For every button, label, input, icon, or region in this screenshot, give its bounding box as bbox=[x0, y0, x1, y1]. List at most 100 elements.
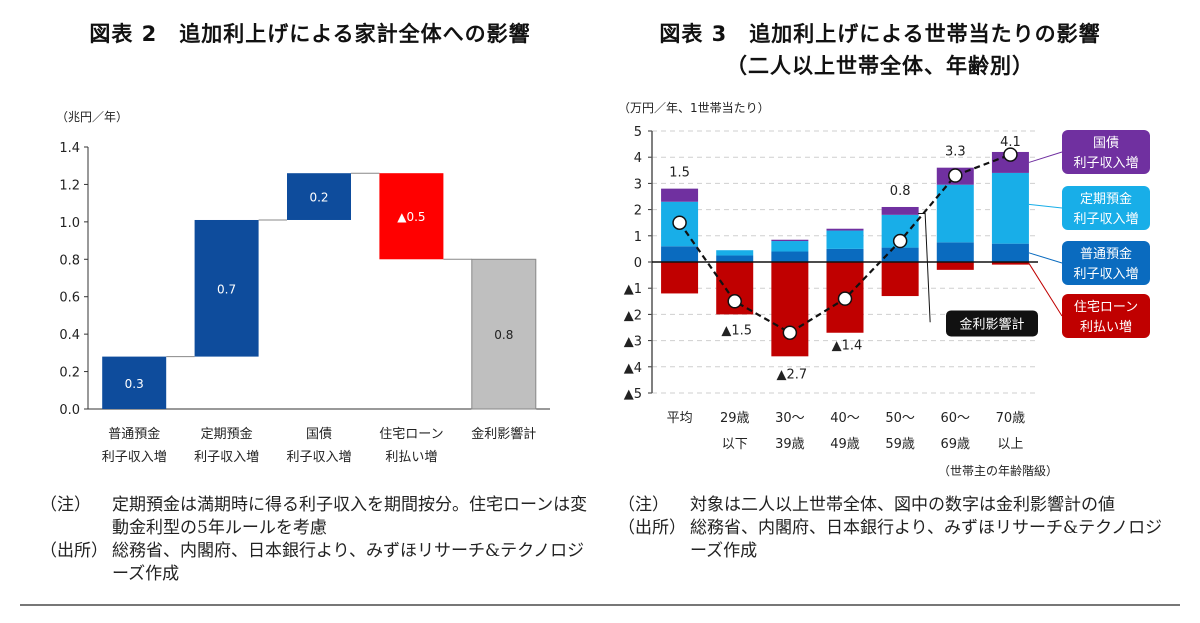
legend-box bbox=[1062, 186, 1150, 230]
x-category-label-line1: 国債 bbox=[306, 427, 332, 442]
total-impact-value-label: 1.5 bbox=[669, 166, 690, 181]
total-impact-value-label: ▲1.5 bbox=[721, 323, 752, 338]
waterfall-bar bbox=[471, 258, 537, 410]
source-label: （出所） bbox=[618, 518, 686, 538]
stacked-bar-segment-mortgage bbox=[771, 262, 809, 357]
figure3-notes: （注） 対象は二人以上世帯全体、図中の数字は金利影響計の値 （出所） 総務省、内… bbox=[618, 494, 1178, 563]
stacked-bar-segment-kokusai bbox=[991, 151, 1029, 173]
figure3-title-line1: 図表 3 追加利上げによる世帯当たりの影響 bbox=[659, 22, 1101, 46]
source-text: 総務省、内閣府、日本銀行より、みずほリサーチ&テクノロジーズ作成 bbox=[690, 518, 1163, 561]
callout-leader-line bbox=[918, 213, 931, 323]
x-category-label-line1: 50～ bbox=[885, 411, 915, 426]
figure2-notes: （注） 定期預金は満期時に得る利子収入を期間按分。住宅ローンは変動金利型の5年ル… bbox=[40, 494, 590, 586]
legend-leader-line bbox=[1028, 263, 1063, 317]
total-impact-marker bbox=[782, 325, 798, 340]
y-tick-label: 2 bbox=[634, 204, 642, 219]
x-category-label-line1: 70歳 bbox=[996, 411, 1026, 426]
figure3-title: 図表 3 追加利上げによる世帯当たりの影響 （二人以上世帯全体、年齢別） bbox=[630, 18, 1130, 82]
figure3-title-line2: （二人以上世帯全体、年齢別） bbox=[726, 54, 1034, 78]
y-tick-label: 0.4 bbox=[59, 328, 80, 343]
legend-label-line2: 利子収入増 bbox=[1073, 267, 1138, 282]
stacked-bar-segment-teiki bbox=[826, 230, 864, 249]
waterfall-bar bbox=[102, 356, 167, 409]
total-impact-marker bbox=[948, 168, 963, 183]
legend-label-line2: 利払い増 bbox=[1080, 320, 1132, 335]
y-tick-label: 1.0 bbox=[59, 216, 80, 231]
bottom-divider bbox=[20, 604, 1180, 606]
stacked-bar-segment-kokusai bbox=[661, 188, 699, 202]
y-tick-label: ▲4 bbox=[624, 361, 642, 376]
x-category-label-line1: 30～ bbox=[775, 411, 805, 426]
total-impact-marker bbox=[1003, 147, 1018, 162]
y-tick-label: 4 bbox=[634, 151, 642, 166]
x-category-label-line2: 利払い増 bbox=[385, 450, 437, 465]
source-row: （出所） 総務省、内閣府、日本銀行より、みずほリサーチ&テクノロジーズ作成 bbox=[40, 540, 590, 586]
stacked-bar-segment-kokusai bbox=[771, 239, 809, 242]
note-label: （注） bbox=[40, 495, 91, 515]
stacked-bar-segment-mortgage bbox=[881, 262, 919, 297]
note-text: 対象は二人以上世帯全体、図中の数字は金利影響計の値 bbox=[690, 495, 1115, 515]
y-tick-label: 3 bbox=[634, 177, 642, 192]
x-category-label-line2: 以上 bbox=[997, 437, 1023, 452]
note-label: （注） bbox=[618, 495, 669, 515]
stacked-bar-segment-teiki bbox=[771, 241, 809, 252]
y-tick-label: 0.0 bbox=[59, 403, 80, 418]
x-category-label-line2: 利子収入増 bbox=[194, 450, 259, 465]
x-category-label-line1: 普通預金 bbox=[108, 426, 160, 442]
legend-label-line1: 普通預金 bbox=[1080, 246, 1132, 262]
waterfall-bar bbox=[379, 173, 444, 260]
x-category-label-line1: 60～ bbox=[941, 411, 971, 426]
legend-box bbox=[1062, 241, 1150, 285]
y-tick-label: ▲2 bbox=[624, 308, 642, 323]
total-impact-value-label: 4.1 bbox=[1000, 135, 1021, 150]
x-category-label-line1: 定期預金 bbox=[201, 426, 253, 442]
stacked-bar-segment-futsu bbox=[991, 243, 1029, 262]
line-callout-label: 金利影響計 bbox=[959, 316, 1024, 332]
stacked-bar-segment-futsu bbox=[771, 251, 809, 262]
total-impact-marker bbox=[837, 291, 853, 306]
y-tick-label: 0 bbox=[634, 256, 642, 271]
stacked-bar-segment-futsu bbox=[826, 248, 864, 262]
stacked-bar-segment-teiki bbox=[936, 184, 974, 243]
total-impact-value-label: 3.3 bbox=[945, 145, 966, 160]
y-tick-label: ▲3 bbox=[624, 335, 642, 350]
x-category-label-line2: 39歳 bbox=[775, 437, 805, 452]
legend-box bbox=[1062, 294, 1150, 338]
y-tick-label: 0.2 bbox=[59, 366, 80, 381]
x-category-label-line2: 69歳 bbox=[941, 437, 971, 452]
y-tick-label: ▲1 bbox=[624, 282, 642, 297]
y-tick-label: 1 bbox=[634, 230, 642, 245]
legend-leader-line bbox=[1028, 203, 1063, 209]
stacked-bar-segment-teiki bbox=[991, 172, 1029, 244]
legend-leader-line bbox=[1028, 252, 1063, 264]
x-category-label-line1: 金利影響計 bbox=[471, 426, 536, 442]
bar-value-label: 0.2 bbox=[309, 191, 328, 205]
figure2-title: 図表 2 追加利上げによる家計全体への影響 bbox=[89, 22, 531, 46]
legend-leader-line bbox=[1028, 151, 1063, 163]
total-impact-marker bbox=[727, 294, 742, 309]
x-category-label-line2: 59歳 bbox=[885, 437, 915, 452]
x-category-label-line2: 以下 bbox=[722, 437, 748, 452]
note-text: 定期預金は満期時に得る利子収入を期間按分。住宅ローンは変動金利型の5年ルールを考… bbox=[112, 495, 588, 538]
y-tick-label: 0.8 bbox=[59, 253, 80, 268]
note-row: （注） 定期預金は満期時に得る利子収入を期間按分。住宅ローンは変動金利型の5年ル… bbox=[40, 494, 590, 540]
stacked-bar-segment-teiki bbox=[716, 250, 754, 256]
x-category-label-line1: 40～ bbox=[830, 411, 860, 426]
stacked-bar-segment-kokusai bbox=[826, 228, 864, 231]
waterfall-bar bbox=[287, 173, 351, 220]
x-category-label-line2: 利子収入増 bbox=[286, 450, 351, 465]
total-impact-value-label: ▲2.7 bbox=[777, 367, 808, 382]
legend-label-line2: 利子収入増 bbox=[1073, 212, 1138, 227]
waterfall-chart: （兆円／年） 0.0 0.2 0.4 0.6 0.8 1.0 1.2 1.4 0.3 普通預金利子収… bbox=[56, 110, 550, 465]
total-impact-value-label: ▲1.4 bbox=[832, 339, 863, 354]
stacked-bar-segment-futsu bbox=[661, 246, 699, 262]
x-category-label-line1: 住宅ローン bbox=[379, 427, 443, 442]
stacked-bar-segment-mortgage bbox=[936, 262, 974, 270]
source-label: （出所） bbox=[40, 541, 108, 561]
bar-value-label: 0.8 bbox=[494, 328, 513, 342]
stacked-bar-segment-kokusai bbox=[881, 206, 919, 215]
legend-label-line1: 国債 bbox=[1093, 136, 1119, 151]
y-tick-label: 0.6 bbox=[59, 291, 80, 306]
stacked-bar-segment-mortgage bbox=[661, 262, 699, 294]
